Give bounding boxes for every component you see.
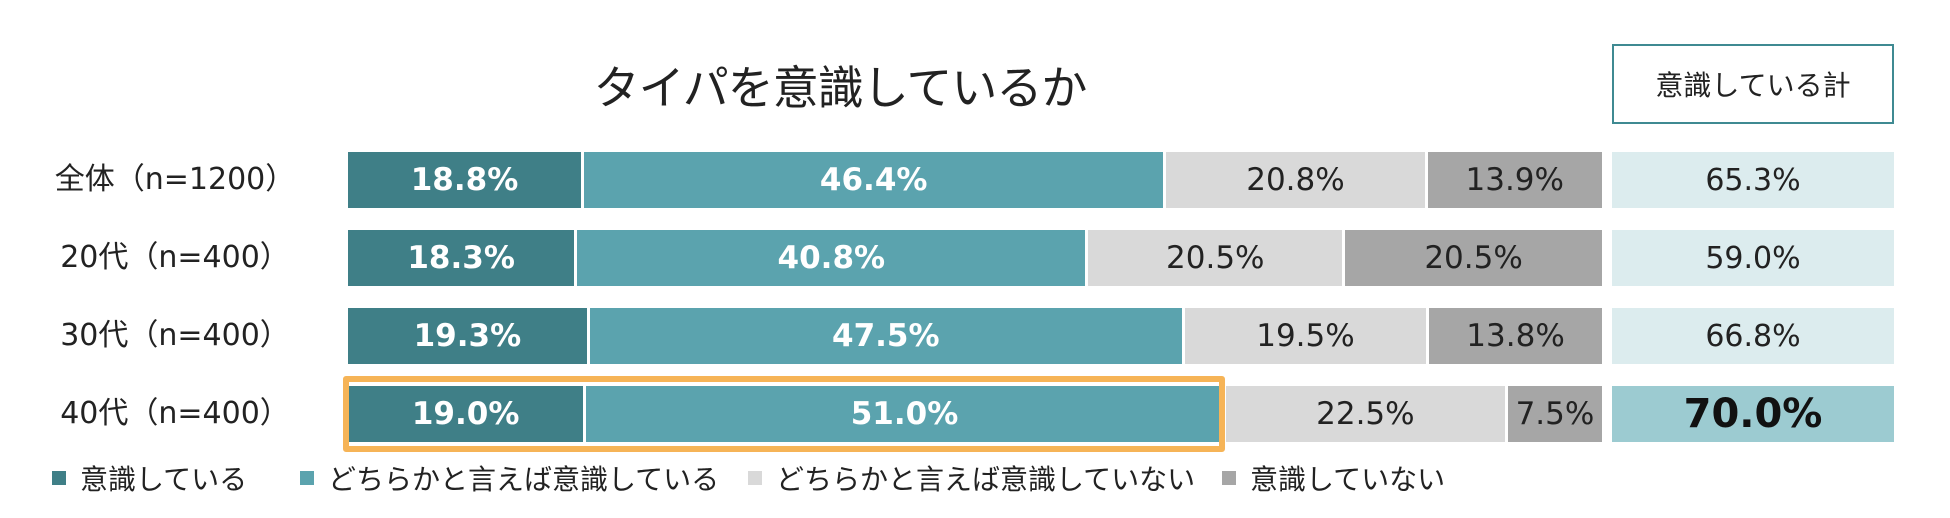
legend-label: 意識していない bbox=[1250, 463, 1446, 496]
row-label: 30代（n=400） bbox=[60, 318, 290, 353]
legend-swatch bbox=[300, 471, 314, 485]
bar-segment: 20.8% bbox=[1166, 152, 1428, 208]
row-label: 40代（n=400） bbox=[60, 396, 290, 431]
summary-value: 70.0% bbox=[1612, 386, 1894, 442]
bar-segment: 18.8% bbox=[348, 152, 584, 208]
summary-value: 65.3% bbox=[1612, 152, 1894, 208]
bar-segment: 18.3% bbox=[348, 230, 578, 286]
legend-swatch bbox=[52, 471, 66, 485]
bar-segment: 19.5% bbox=[1184, 308, 1430, 364]
highlight-box bbox=[343, 376, 1225, 452]
bar-row: 18.3% 40.8% 20.5% 20.5% bbox=[348, 230, 1602, 286]
bar-segment: 22.5% bbox=[1225, 386, 1508, 442]
bar-segment: 13.8% bbox=[1429, 308, 1602, 364]
legend-item: どちらかと言えば意識していない bbox=[748, 456, 1195, 500]
row-label: 全体（n=1200） bbox=[54, 162, 296, 197]
summary-value: 66.8% bbox=[1612, 308, 1894, 364]
chart-title: タイパを意識しているか bbox=[593, 61, 1088, 115]
bar-segment: 46.4% bbox=[583, 152, 1167, 208]
legend: 意識している どちらかと言えば意識している どちらかと言えば意識していない 意識してい… bbox=[0, 456, 1950, 500]
bar-row: 19.0% 51.0% 22.5% 7.5% bbox=[348, 386, 1602, 442]
bar-segment: 20.5% bbox=[1088, 230, 1346, 286]
bar-segment: 20.5% bbox=[1345, 230, 1602, 286]
summary-value: 59.0% bbox=[1612, 230, 1894, 286]
bar-segment: 40.8% bbox=[577, 230, 1089, 286]
bar-segment: 51.0% bbox=[586, 386, 1226, 442]
legend-item: 意識している bbox=[52, 456, 247, 500]
bar-segment: 7.5% bbox=[1507, 386, 1602, 442]
legend-label: どちらかと言えば意識している bbox=[328, 463, 720, 496]
legend-item: 意識していない bbox=[1222, 456, 1445, 500]
bar-segment: 19.3% bbox=[348, 308, 590, 364]
legend-label: どちらかと言えば意識していない bbox=[776, 463, 1196, 496]
bar-row: 18.8% 46.4% 20.8% 13.9% bbox=[348, 152, 1602, 208]
bar-segment: 19.0% bbox=[348, 386, 587, 442]
legend-swatch bbox=[1222, 471, 1236, 485]
bar-segment: 13.9% bbox=[1427, 152, 1602, 208]
legend-label: 意識している bbox=[80, 463, 248, 496]
legend-swatch bbox=[748, 471, 762, 485]
summary-column-header: 意識している計 bbox=[1612, 44, 1894, 124]
bar-row: 19.3% 47.5% 19.5% 13.8% bbox=[348, 308, 1602, 364]
bar-segment: 47.5% bbox=[589, 308, 1185, 364]
row-label: 20代（n=400） bbox=[60, 240, 290, 275]
legend-item: どちらかと言えば意識している bbox=[300, 456, 719, 500]
